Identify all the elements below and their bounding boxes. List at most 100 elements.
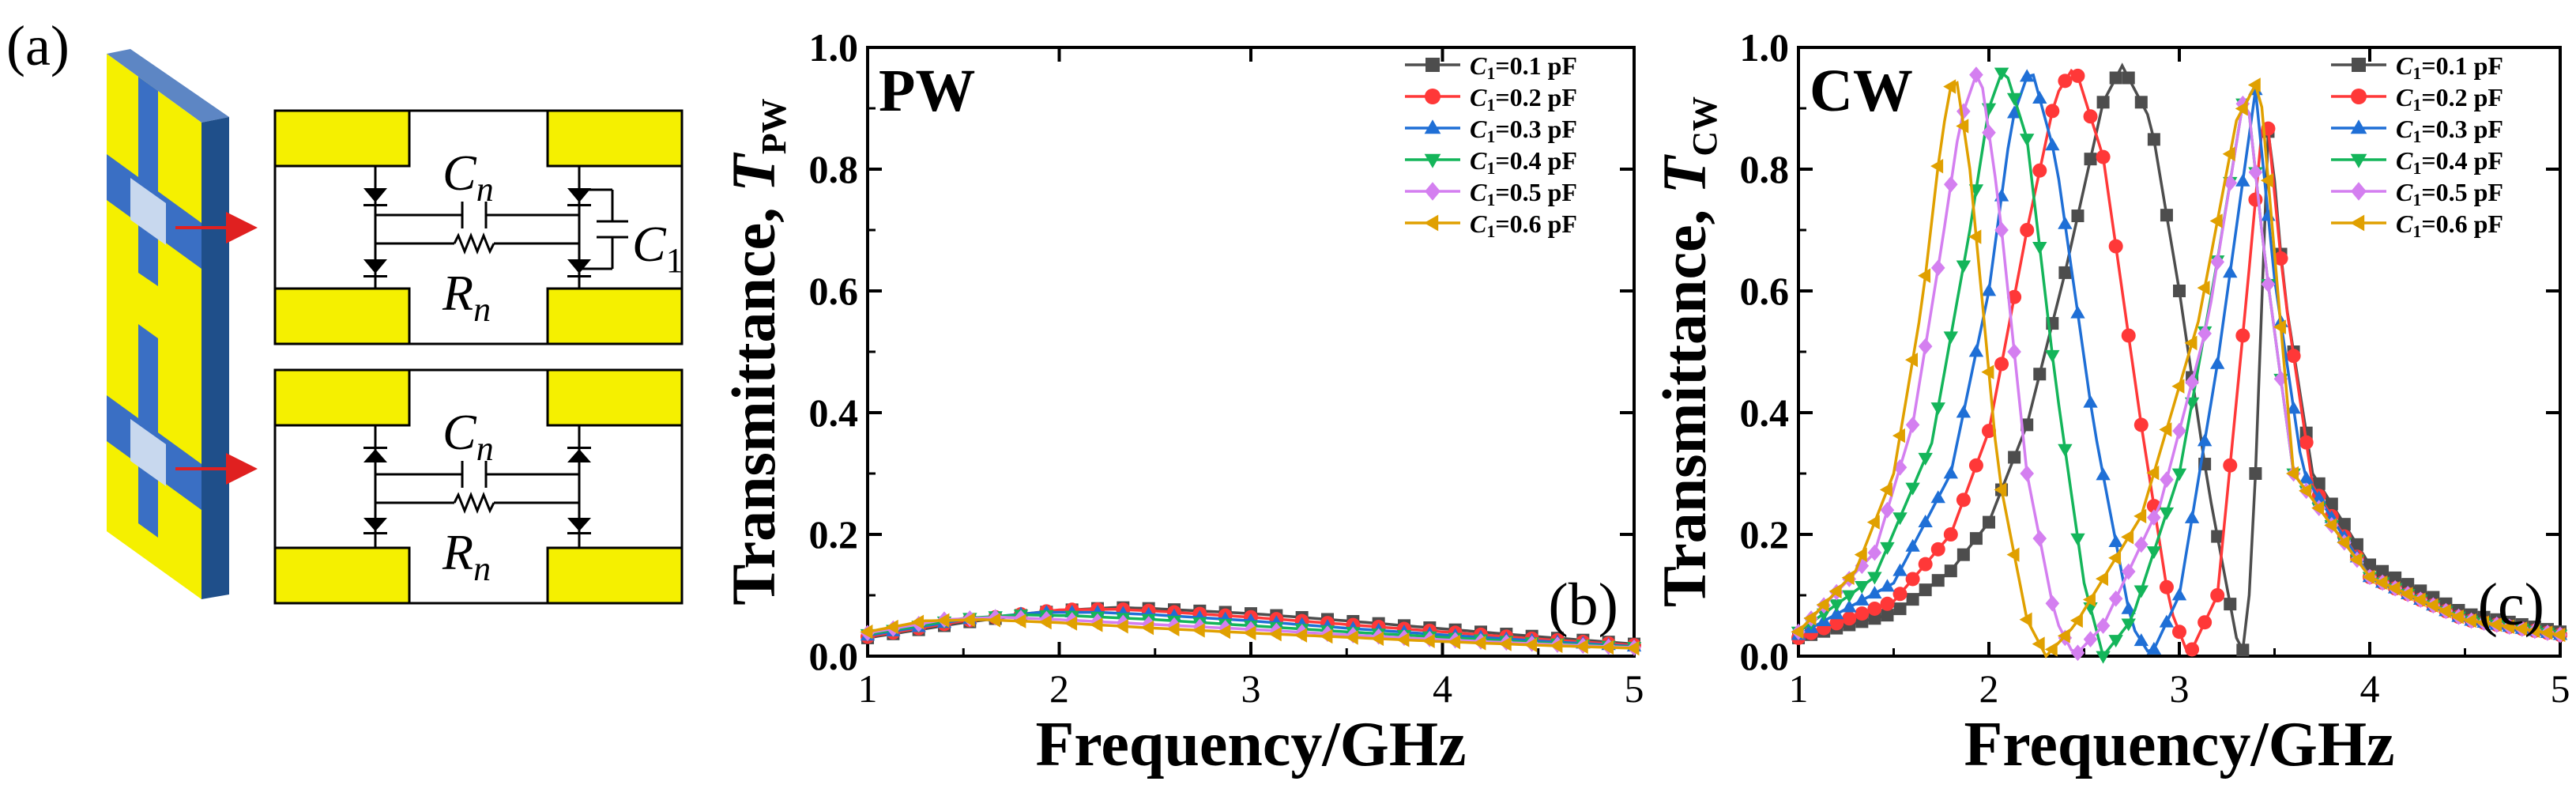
series-point — [2058, 443, 2073, 457]
series-point — [1829, 606, 1844, 620]
series-point — [2376, 564, 2390, 578]
series-point — [1918, 557, 1933, 572]
legend-marker — [2350, 153, 2367, 168]
series-point — [1842, 611, 1857, 626]
series-point — [2198, 615, 2213, 630]
series-point — [1969, 66, 1983, 84]
y-tick-label: 1.0 — [1740, 25, 1790, 70]
series-point — [1842, 599, 1857, 613]
series-point — [2286, 401, 2301, 414]
series-point — [2362, 569, 2375, 585]
series-point — [2400, 587, 2413, 602]
y-tick-label: 1.0 — [809, 25, 859, 70]
series-point — [1855, 581, 1870, 594]
legend-label: C1=0.5 pF — [2396, 178, 2503, 209]
series-point — [2502, 619, 2515, 634]
series-point — [2159, 422, 2172, 437]
series-point — [2032, 163, 2047, 178]
series-point — [2425, 598, 2439, 613]
legend-marker — [1425, 89, 1441, 104]
series-point — [1866, 515, 1880, 530]
x-axis-label: Frequency/GHz — [1964, 710, 2394, 779]
series-point — [2363, 558, 2376, 572]
series-point — [2096, 467, 2111, 481]
series-point — [1166, 621, 1180, 637]
slab-side-face — [201, 117, 229, 599]
series-point — [1956, 260, 1972, 274]
series-point — [1944, 175, 1958, 193]
series-point — [1969, 532, 1983, 545]
y-tick-label: 0.6 — [809, 269, 859, 313]
series-point — [2096, 149, 2111, 164]
series-point — [2248, 164, 2263, 181]
y-tick-label: 0.0 — [809, 634, 859, 678]
series-point — [2184, 510, 2200, 523]
series-point — [1956, 405, 1972, 418]
series-point — [2020, 223, 2035, 237]
legend-marker — [1425, 182, 1441, 201]
series-point — [2389, 571, 2402, 584]
series-point — [1396, 632, 1410, 647]
y-tick-label: 0.2 — [1740, 512, 1790, 557]
series-point — [1892, 459, 1908, 476]
series-point — [2171, 379, 2185, 394]
x-axis-label: Frequency/GHz — [1035, 710, 1466, 779]
x-tick-label: 5 — [1625, 666, 1644, 711]
series-point — [1816, 597, 1829, 613]
series-point — [1930, 490, 1945, 504]
series-point — [1983, 515, 1995, 529]
series-point — [1473, 636, 1486, 651]
metasurface-slab — [107, 49, 229, 599]
series-point — [1905, 353, 1918, 368]
x-tick-label: 3 — [1241, 666, 1261, 711]
series-point — [2071, 209, 2085, 223]
x-tick-label: 2 — [1049, 666, 1069, 711]
series-point — [1013, 613, 1026, 628]
series-point — [2069, 613, 2083, 628]
series-point — [2032, 90, 2047, 104]
series-point — [1968, 344, 1984, 357]
series-point — [1981, 364, 1994, 379]
series-point — [1855, 592, 1870, 606]
series-6 — [1791, 77, 2566, 659]
series-point — [1918, 338, 1933, 355]
series-point — [2021, 418, 2034, 432]
series-point — [2006, 105, 2022, 119]
series-point — [2083, 109, 2098, 124]
x-tick-label: 3 — [2170, 666, 2190, 711]
series-point — [2412, 592, 2426, 607]
series-point — [2159, 507, 2175, 520]
series-point — [2007, 289, 2022, 304]
series-point — [1524, 637, 1538, 653]
series-point — [2121, 328, 2136, 343]
legend-label: C1=0.5 pF — [1470, 178, 1577, 209]
series-point — [2134, 96, 2148, 109]
x-tick-label: 4 — [2360, 666, 2380, 711]
series-point — [1803, 610, 1817, 626]
legend-marker — [1425, 58, 1440, 72]
circuit-top-cap-label: Cn — [443, 145, 494, 209]
series-point — [2197, 280, 2210, 296]
series-point — [2133, 585, 2149, 598]
series-point — [1981, 283, 1997, 296]
pad-tr — [546, 109, 684, 168]
series-point — [1841, 570, 1855, 585]
series-point — [1892, 587, 1908, 602]
series-point — [1943, 466, 1958, 479]
series-point — [2070, 68, 2085, 83]
series-point — [911, 614, 925, 630]
series-point — [2070, 533, 2085, 546]
series-point — [1320, 628, 1333, 644]
series-point — [2249, 467, 2262, 480]
circuit-top-diodes — [363, 188, 591, 277]
series-point — [962, 612, 975, 628]
series-point — [2147, 509, 2161, 526]
series-point — [2223, 265, 2238, 278]
series-point — [2160, 471, 2174, 489]
pad-bottom-tl — [273, 368, 411, 427]
series-point — [1626, 640, 1640, 656]
series-point — [2020, 465, 2034, 482]
series-point — [1855, 606, 1870, 621]
